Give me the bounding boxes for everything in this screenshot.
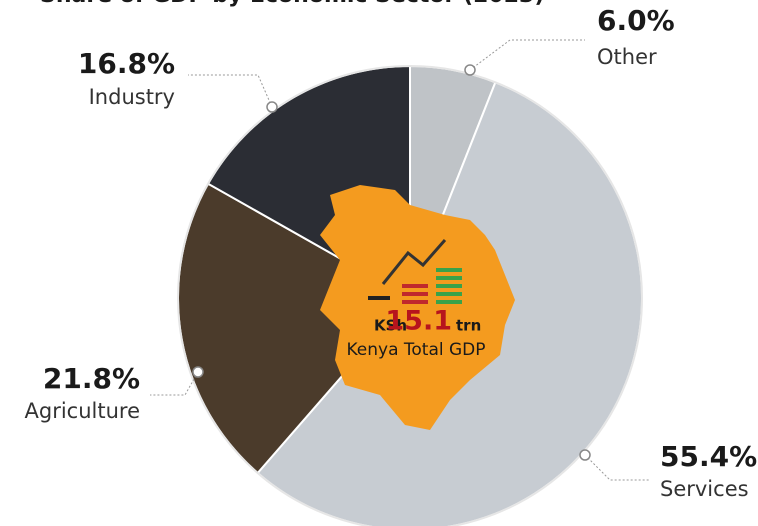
center-suffix: trn [456,317,481,335]
value-label: 6.0% [597,4,675,37]
center-prefix: KSh [374,317,407,335]
value-label: 16.8% [78,47,175,80]
value-label: 55.4% [660,440,757,473]
center-label: Kenya Total GDP [346,340,485,360]
pie-rim [177,65,643,526]
chart-title: Share of GDP by Economic Sector (2023) [40,0,544,8]
leader-dot [266,101,278,113]
trend-icon [381,239,447,285]
kenya-map [320,185,515,430]
leader-line [188,74,273,108]
leader-line [150,371,199,396]
leader-line [469,39,585,71]
labels: 6.0% Other 55.4% Services 21.8% Agriculture 16… [25,4,758,501]
category-label: Services [660,477,749,501]
center-value: 15.1 [385,306,452,337]
category-label: Other [597,45,657,69]
category-label: Agriculture [25,399,141,423]
bars-icon [368,268,462,304]
value-label: 21.8% [43,362,140,395]
leader-line [584,454,650,481]
category-label: Industry [89,85,175,109]
leader-dot [192,366,204,378]
leader-dot [464,64,476,76]
leader-dot [579,449,591,461]
